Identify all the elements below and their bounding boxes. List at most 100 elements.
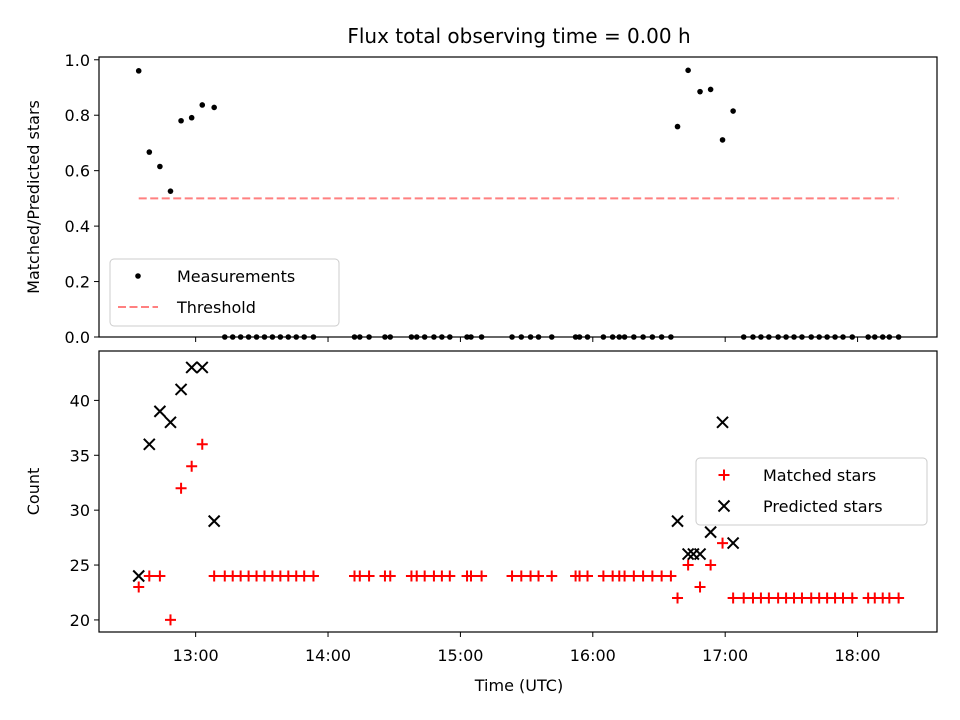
count-panel: 20 25 30 35 40 13:00 14:00 15:00 16:00 17:00 18:00… xyxy=(24,350,938,665)
data-point xyxy=(515,570,527,582)
legend: Measurements Threshold xyxy=(109,258,340,327)
data-point xyxy=(674,123,681,130)
data-point xyxy=(671,514,684,528)
y-tick-label: 30 xyxy=(70,501,90,520)
x-tick-label: 18:00 xyxy=(835,646,881,665)
data-point xyxy=(157,163,163,170)
data-point xyxy=(186,460,198,472)
data-point xyxy=(146,149,153,155)
data-point xyxy=(354,570,366,582)
legend-swatch xyxy=(718,469,730,481)
data-point xyxy=(619,570,631,582)
ratio-panel: 0.0 0.2 0.4 0.6 0.8 1.0 Matched/Predicted star… xyxy=(24,51,938,347)
x-tick-label: 13:00 xyxy=(173,646,219,665)
data-point xyxy=(153,405,167,418)
data-point xyxy=(164,614,176,626)
data-point xyxy=(883,592,895,604)
data-point xyxy=(665,570,677,582)
data-point xyxy=(298,570,310,582)
data-point xyxy=(719,137,726,143)
y-tick-label: 0.0 xyxy=(65,328,90,347)
data-point xyxy=(174,383,188,396)
data-point xyxy=(717,537,729,549)
y-tick-label: 35 xyxy=(70,446,90,465)
legend: Matched stars Predicted stars xyxy=(695,457,928,526)
data-point xyxy=(196,438,208,450)
data-point xyxy=(133,581,145,593)
legend-label: Predicted stars xyxy=(763,497,883,516)
data-point xyxy=(185,361,198,374)
data-point xyxy=(143,438,156,451)
data-point xyxy=(656,570,668,582)
x-tick-label: 16:00 xyxy=(570,646,616,665)
data-point xyxy=(444,570,456,582)
data-point xyxy=(704,525,717,539)
series-predicted-stars xyxy=(132,361,740,583)
data-point xyxy=(164,416,177,429)
data-point xyxy=(546,570,558,582)
data-point xyxy=(154,570,166,582)
data-point xyxy=(681,547,695,561)
data-point xyxy=(533,570,545,582)
data-point xyxy=(694,581,706,593)
data-point xyxy=(476,570,488,582)
data-point xyxy=(143,570,155,582)
data-point xyxy=(384,570,396,582)
data-point xyxy=(726,536,740,550)
chart-title: Flux total observing time = 0.00 h xyxy=(347,24,690,48)
legend-box xyxy=(109,258,340,327)
data-point xyxy=(175,482,187,494)
y-tick-label: 0.2 xyxy=(65,273,90,292)
data-point xyxy=(697,88,703,95)
data-point xyxy=(738,592,750,604)
data-point xyxy=(419,570,431,582)
data-point xyxy=(730,108,736,114)
data-point xyxy=(727,592,739,604)
y-tick-label: 20 xyxy=(70,611,90,630)
legend-swatch xyxy=(717,499,731,513)
data-point xyxy=(188,114,195,121)
y-tick-label: 1.0 xyxy=(65,51,90,70)
data-point xyxy=(178,117,184,124)
plot-frame xyxy=(98,56,938,338)
y-tick-label: 40 xyxy=(70,391,90,410)
data-point xyxy=(672,592,684,604)
data-point xyxy=(693,547,707,561)
legend-box xyxy=(695,457,928,526)
data-point xyxy=(196,361,209,374)
x-tick-label: 17:00 xyxy=(702,646,748,665)
data-point xyxy=(582,570,594,582)
data-point xyxy=(646,570,658,582)
legend-label: Measurements xyxy=(177,267,295,286)
data-point xyxy=(707,86,714,93)
data-point xyxy=(597,570,609,582)
data-point xyxy=(307,570,319,582)
data-point xyxy=(135,68,142,74)
x-tick-label: 15:00 xyxy=(437,646,483,665)
data-point xyxy=(132,569,145,583)
legend-label: Matched stars xyxy=(763,466,876,485)
data-point xyxy=(763,592,775,604)
y-tick-label: 0.6 xyxy=(65,162,90,181)
data-point xyxy=(506,570,518,582)
data-point xyxy=(796,592,808,604)
data-point xyxy=(685,67,691,74)
legend-swatch xyxy=(135,273,141,279)
data-point xyxy=(628,570,640,582)
data-point xyxy=(716,416,729,429)
y-tick-label: 0.8 xyxy=(65,106,90,125)
data-point xyxy=(199,102,206,108)
data-point xyxy=(363,570,375,582)
data-point xyxy=(465,570,477,582)
data-point xyxy=(705,559,717,571)
data-point xyxy=(207,514,221,528)
legend-label: Threshold xyxy=(176,298,256,317)
data-point xyxy=(837,592,849,604)
y-tick-label: 0.4 xyxy=(65,217,90,236)
data-point xyxy=(208,570,220,582)
data-point xyxy=(846,592,858,604)
y-axis-title: Count xyxy=(24,468,43,516)
data-point xyxy=(167,188,174,194)
y-tick-label: 25 xyxy=(70,556,90,575)
